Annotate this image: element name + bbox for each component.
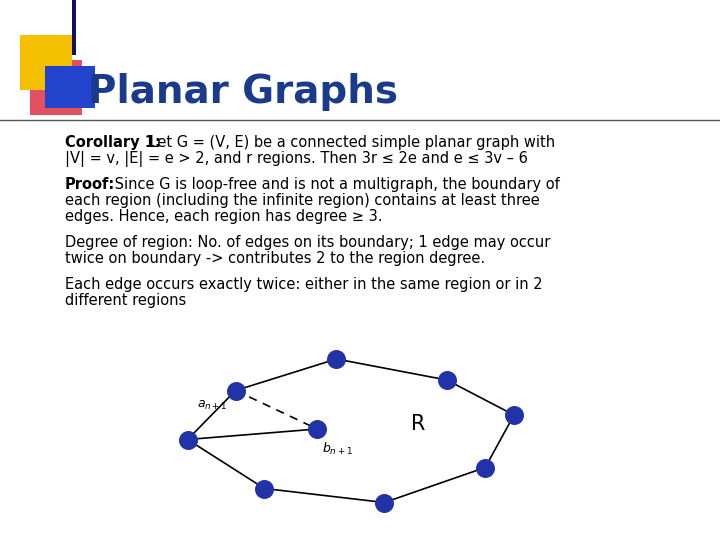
Text: Planar Graphs: Planar Graphs	[88, 73, 398, 111]
Point	[312, 424, 323, 433]
Text: |V| = v, |E| = e > 2, and r regions. Then 3r ≤ 2e and e ≤ 3v – 6: |V| = v, |E| = e > 2, and r regions. The…	[65, 151, 528, 167]
Point	[182, 435, 194, 444]
Bar	[72, 0, 76, 55]
Text: Let G = (V, E) be a connected simple planar graph with: Let G = (V, E) be a connected simple pla…	[145, 135, 555, 150]
Point	[379, 498, 390, 507]
Bar	[20, 35, 72, 90]
Point	[508, 411, 520, 420]
Point	[258, 484, 270, 493]
Text: twice on boundary -> contributes 2 to the region degree.: twice on boundary -> contributes 2 to th…	[65, 251, 485, 266]
Text: Since G is loop-free and is not a multigraph, the boundary of: Since G is loop-free and is not a multig…	[110, 177, 559, 192]
Text: edges. Hence, each region has degree ≥ 3.: edges. Hence, each region has degree ≥ 3…	[65, 209, 382, 224]
Text: $b_{n+1}$: $b_{n+1}$	[323, 441, 353, 457]
Text: $a_{n+1}$: $a_{n+1}$	[197, 399, 228, 411]
Point	[330, 355, 342, 363]
Point	[480, 463, 491, 472]
Text: each region (including the infinite region) contains at least three: each region (including the infinite regi…	[65, 193, 540, 208]
Point	[230, 386, 241, 395]
Text: Proof:: Proof:	[65, 177, 115, 192]
Point	[441, 376, 453, 384]
Text: Corollary 1:: Corollary 1:	[65, 135, 161, 150]
Text: R: R	[411, 414, 426, 434]
Bar	[45, 66, 95, 108]
Bar	[30, 60, 82, 115]
Text: Each edge occurs exactly twice: either in the same region or in 2: Each edge occurs exactly twice: either i…	[65, 277, 543, 292]
Text: different regions: different regions	[65, 293, 186, 308]
Text: Degree of region: No. of edges on its boundary; 1 edge may occur: Degree of region: No. of edges on its bo…	[65, 235, 550, 250]
